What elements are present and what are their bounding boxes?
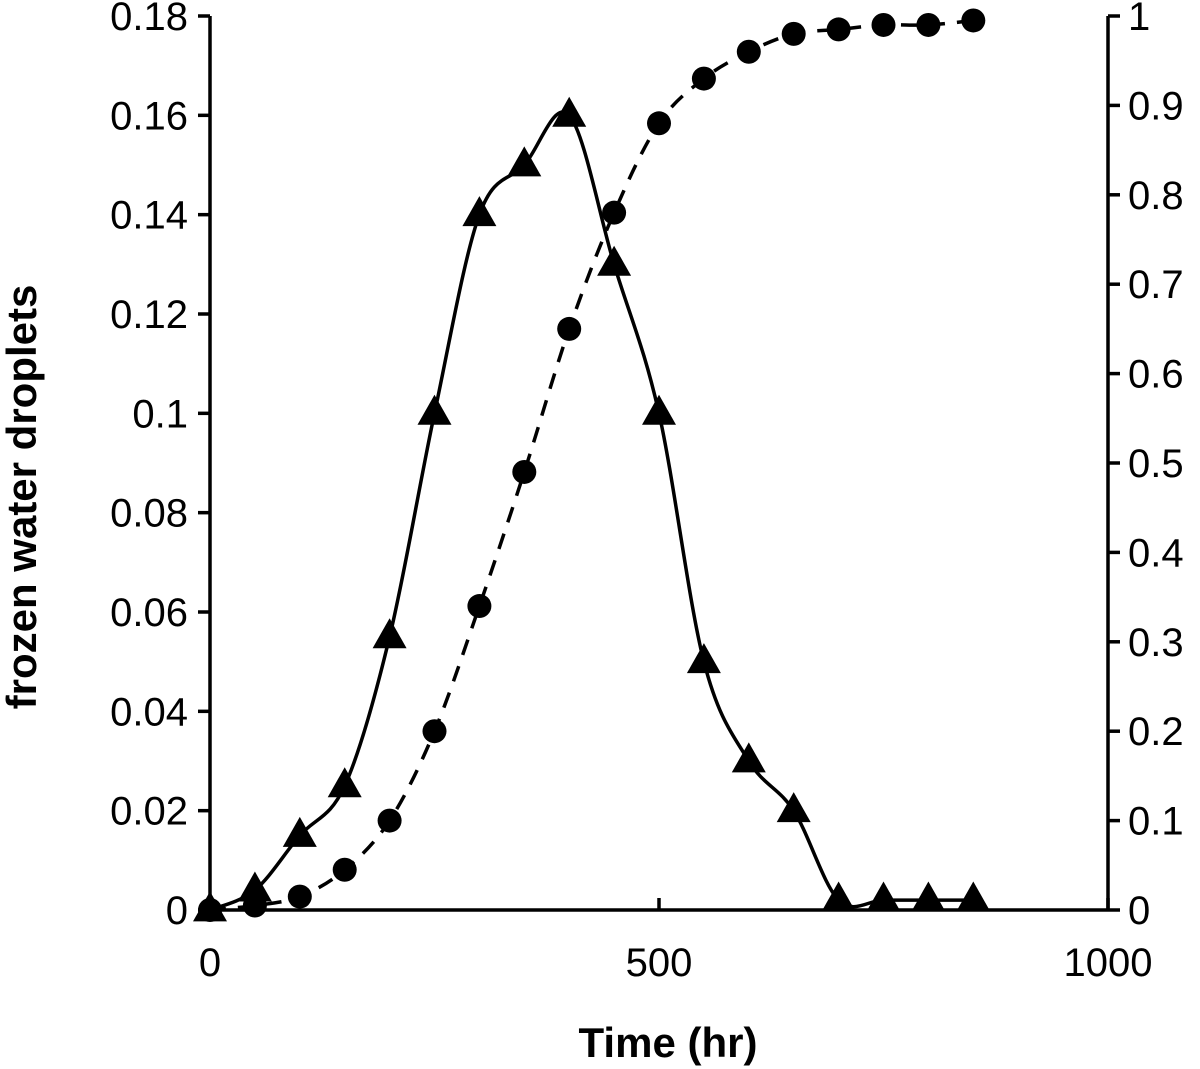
- y-right-tick-label: 0.2: [1128, 710, 1184, 754]
- circle-marker: [242, 893, 267, 918]
- triangle-marker: [866, 881, 901, 912]
- circle-marker: [198, 898, 222, 922]
- y-right-tick-label: 0.7: [1128, 263, 1184, 307]
- tick-labels: 0 0.02 0.04 0.06 0.08 0.1 0.12 0.14 0.16 0.18 0 0.1…: [110, 0, 1183, 985]
- y-left-tick-label: 0: [166, 889, 188, 933]
- circle-marker: [377, 808, 402, 833]
- circle-marker: [826, 17, 851, 42]
- triangle-marker: [911, 881, 946, 912]
- circle-marker: [691, 66, 716, 91]
- triangle-marker: [552, 96, 587, 127]
- y-right-tick-label: 0.3: [1128, 621, 1184, 665]
- series-1-line: [209, 110, 974, 912]
- x-tick-label: 0: [199, 941, 221, 985]
- triangle-marker: [237, 871, 272, 902]
- x-tick-label: 1000: [1064, 941, 1153, 985]
- y-right-tick-label: 1: [1128, 0, 1150, 39]
- y-left-tick-label: 0.08: [110, 492, 188, 536]
- y-right-tick-label: 0.9: [1128, 84, 1184, 128]
- x-tick-label: 500: [626, 941, 693, 985]
- triangle-marker: [642, 394, 676, 425]
- y-right-tick-label: 0: [1128, 889, 1150, 933]
- markers: [193, 8, 991, 922]
- y-right-tick-label: 0.6: [1128, 353, 1184, 397]
- y-left-tick-label: 0.14: [110, 194, 188, 238]
- circle-marker: [332, 857, 357, 882]
- circle-marker: [916, 12, 941, 37]
- circle-marker: [647, 111, 671, 136]
- circle-marker: [736, 39, 761, 64]
- y-left-tick-label: 0.1: [132, 392, 188, 436]
- y-right-tick-label: 0.4: [1128, 531, 1184, 575]
- triangle-marker: [776, 792, 811, 823]
- y-left-tick-label: 0.06: [110, 591, 188, 635]
- triangle-marker: [821, 881, 856, 912]
- y-left-tick-label: 0.16: [110, 94, 188, 138]
- y-axis-title-left: frozen water droplets: [0, 285, 45, 710]
- y-right-tick-label: 0.1: [1128, 800, 1184, 844]
- y-left-tick-label: 0.12: [110, 293, 188, 337]
- y-left-tick-label: 0.02: [110, 790, 188, 834]
- y-left-tick-label: 0.18: [110, 0, 188, 39]
- x-axis-title: Time (hr): [579, 1019, 758, 1066]
- triangle-marker: [417, 394, 452, 425]
- ticks: [198, 14, 1120, 912]
- circle-marker: [512, 459, 537, 484]
- triangle-marker: [507, 146, 542, 177]
- triangle-marker: [372, 618, 407, 649]
- y-right-tick-label: 0.5: [1128, 442, 1184, 486]
- triangle-marker: [597, 245, 632, 276]
- circle-marker: [781, 21, 806, 46]
- curves: [209, 18, 974, 912]
- circle-marker: [467, 594, 492, 619]
- triangle-marker: [686, 643, 721, 674]
- series-2-line: [209, 18, 974, 912]
- triangle-marker: [462, 196, 497, 227]
- y-right-tick-label: 0.8: [1128, 174, 1184, 218]
- circle-marker: [602, 200, 627, 225]
- triangle-marker: [731, 742, 766, 773]
- circle-marker: [961, 8, 986, 33]
- circle-marker: [871, 12, 896, 37]
- circle-marker: [422, 719, 447, 744]
- triangle-marker: [327, 767, 362, 798]
- circle-marker: [287, 884, 312, 909]
- y-left-tick-label: 0.04: [110, 690, 188, 734]
- circle-marker: [557, 316, 582, 341]
- triangle-marker: [956, 881, 991, 912]
- triangle-marker: [282, 816, 317, 847]
